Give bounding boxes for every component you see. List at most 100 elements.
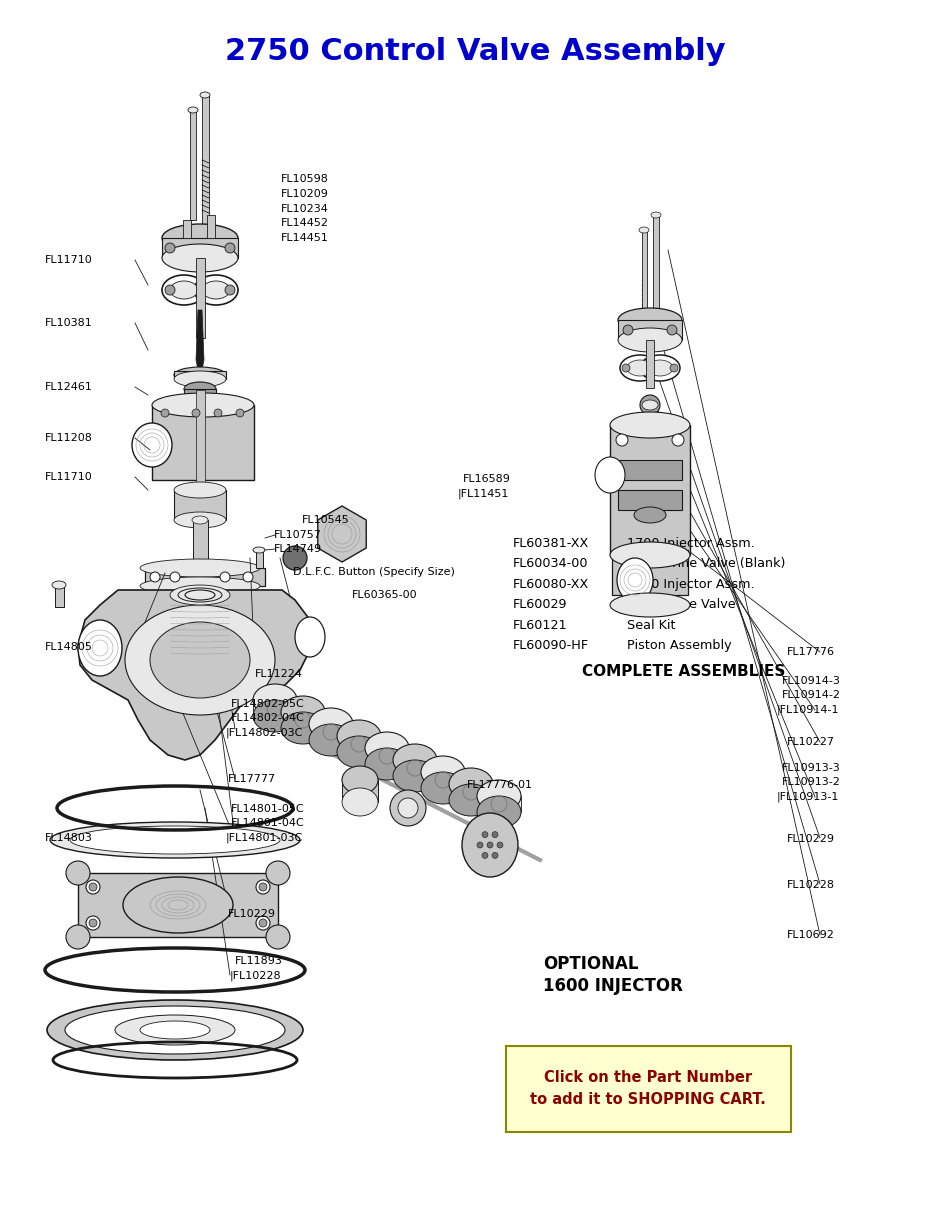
Ellipse shape	[70, 826, 280, 855]
Circle shape	[670, 365, 678, 372]
Circle shape	[165, 243, 175, 253]
Ellipse shape	[65, 1005, 285, 1054]
Ellipse shape	[140, 577, 260, 595]
Circle shape	[477, 842, 483, 849]
Circle shape	[492, 852, 498, 858]
Ellipse shape	[449, 768, 493, 800]
Ellipse shape	[595, 457, 625, 492]
Text: FL60121: FL60121	[513, 619, 568, 631]
Bar	[393, 760, 437, 776]
Circle shape	[482, 832, 488, 838]
Ellipse shape	[610, 593, 690, 617]
Text: 1600 Brine Valve: 1600 Brine Valve	[627, 599, 735, 611]
Text: FL60381-XX: FL60381-XX	[513, 537, 589, 549]
Bar	[421, 772, 465, 788]
Circle shape	[161, 409, 169, 416]
Bar	[196, 390, 205, 490]
Bar	[365, 748, 409, 764]
Text: FL60034-00: FL60034-00	[513, 558, 588, 570]
Circle shape	[497, 842, 503, 849]
Bar	[281, 712, 325, 728]
Text: FL17776: FL17776	[787, 647, 835, 657]
FancyBboxPatch shape	[506, 1045, 790, 1132]
Ellipse shape	[253, 547, 265, 553]
Text: FL10234: FL10234	[281, 204, 329, 214]
Ellipse shape	[365, 748, 409, 780]
Text: FL10914-2: FL10914-2	[782, 690, 841, 700]
Circle shape	[225, 243, 235, 253]
Text: FL10209: FL10209	[281, 189, 329, 199]
Ellipse shape	[188, 107, 198, 113]
Circle shape	[672, 435, 684, 447]
Text: FL11208: FL11208	[45, 433, 92, 443]
Ellipse shape	[162, 244, 238, 272]
Text: FL10227: FL10227	[787, 737, 835, 747]
Ellipse shape	[140, 559, 260, 577]
Text: FL60080-XX: FL60080-XX	[513, 578, 589, 590]
Text: FL14802-05C: FL14802-05C	[231, 699, 305, 709]
Ellipse shape	[152, 393, 254, 416]
Text: FL14452: FL14452	[281, 218, 330, 228]
Ellipse shape	[174, 367, 226, 383]
Circle shape	[283, 546, 307, 570]
Ellipse shape	[295, 617, 325, 657]
Bar	[256, 550, 263, 568]
Bar	[184, 389, 216, 397]
Text: FL10229: FL10229	[228, 909, 276, 919]
Ellipse shape	[174, 482, 226, 498]
Circle shape	[623, 325, 633, 336]
Circle shape	[398, 798, 418, 818]
Ellipse shape	[170, 585, 230, 605]
Circle shape	[86, 880, 100, 894]
Text: FL10229: FL10229	[787, 834, 835, 844]
Ellipse shape	[449, 785, 493, 816]
Ellipse shape	[50, 822, 300, 858]
Ellipse shape	[639, 227, 649, 233]
Circle shape	[266, 925, 290, 949]
Ellipse shape	[115, 1015, 235, 1045]
Ellipse shape	[170, 281, 198, 299]
Ellipse shape	[132, 422, 172, 467]
Text: FL12461: FL12461	[45, 383, 92, 392]
Ellipse shape	[162, 275, 206, 305]
Bar	[449, 785, 493, 800]
Ellipse shape	[174, 371, 226, 387]
Text: FL17777: FL17777	[228, 774, 276, 783]
Text: |FL11451: |FL11451	[458, 489, 509, 498]
Ellipse shape	[174, 512, 226, 527]
Ellipse shape	[640, 355, 680, 381]
Circle shape	[236, 409, 244, 416]
Ellipse shape	[421, 772, 465, 804]
Text: COMPLETE ASSEMBLIES: COMPLETE ASSEMBLIES	[582, 664, 786, 678]
Text: FL14749: FL14749	[274, 544, 322, 554]
Ellipse shape	[123, 877, 233, 933]
Ellipse shape	[184, 381, 216, 396]
Ellipse shape	[194, 275, 238, 305]
Circle shape	[86, 916, 100, 931]
Ellipse shape	[337, 721, 381, 752]
Ellipse shape	[202, 281, 230, 299]
Bar	[612, 550, 688, 595]
Circle shape	[667, 325, 677, 336]
Circle shape	[616, 435, 628, 447]
Circle shape	[266, 861, 290, 885]
Ellipse shape	[162, 225, 238, 252]
Circle shape	[165, 285, 175, 295]
Ellipse shape	[618, 328, 682, 352]
Ellipse shape	[610, 412, 690, 438]
Ellipse shape	[309, 724, 353, 756]
Ellipse shape	[200, 92, 210, 98]
Text: FL16589: FL16589	[463, 474, 510, 484]
Circle shape	[66, 861, 90, 885]
Ellipse shape	[393, 744, 437, 776]
Text: FL10545: FL10545	[302, 515, 350, 525]
Ellipse shape	[281, 696, 325, 728]
Ellipse shape	[150, 622, 250, 698]
Ellipse shape	[281, 712, 325, 744]
Circle shape	[256, 916, 270, 931]
Text: Piston Assembly: Piston Assembly	[627, 640, 732, 652]
Bar	[207, 215, 215, 238]
Circle shape	[259, 919, 267, 927]
Ellipse shape	[192, 517, 208, 524]
Bar	[202, 95, 209, 225]
